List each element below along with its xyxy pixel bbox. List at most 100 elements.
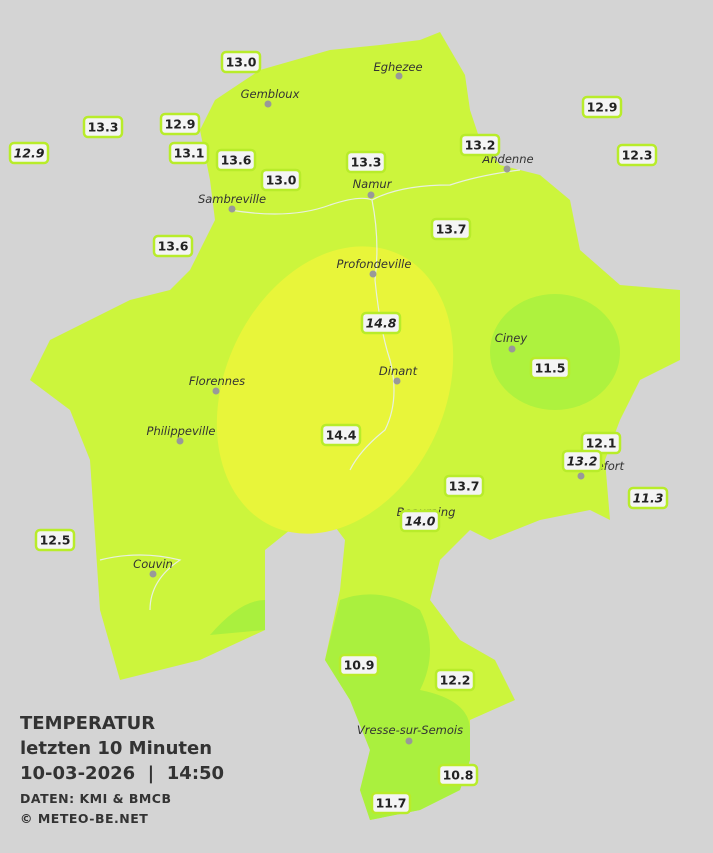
station: 14.8 bbox=[360, 311, 402, 335]
station-box bbox=[220, 50, 262, 74]
station-value: 12.1 bbox=[586, 436, 617, 451]
station: 13.0 bbox=[260, 168, 302, 192]
station: 13.6 bbox=[152, 234, 194, 258]
station: 13.1 bbox=[168, 141, 210, 165]
station-value: 12.9 bbox=[14, 146, 45, 161]
station-value: 13.1 bbox=[174, 146, 205, 161]
town-dot bbox=[367, 191, 375, 199]
station-value: 14.4 bbox=[326, 428, 357, 443]
town-label: Vresse-sur-Semois bbox=[357, 723, 463, 737]
station: 13.7 bbox=[430, 217, 472, 241]
town-dot bbox=[176, 437, 184, 445]
station-box bbox=[430, 217, 472, 241]
title: TEMPERATUR bbox=[20, 713, 155, 734]
station-box bbox=[82, 115, 124, 139]
station-box bbox=[338, 653, 380, 677]
station-box bbox=[529, 356, 571, 380]
station-value: 12.9 bbox=[165, 117, 196, 132]
town-dot bbox=[508, 345, 516, 353]
station: 12.3 bbox=[616, 143, 658, 167]
title-block: TEMPERATUR letzten 10 Minuten 10-03-2026… bbox=[20, 713, 224, 826]
station-value: 14.8 bbox=[366, 316, 397, 331]
station-box bbox=[627, 486, 669, 510]
station-value: 12.5 bbox=[40, 533, 71, 548]
station-box bbox=[345, 150, 387, 174]
station-value: 12.3 bbox=[622, 148, 653, 163]
town-dot bbox=[369, 270, 377, 278]
station-box bbox=[260, 168, 302, 192]
cool-zone bbox=[210, 600, 265, 635]
town-dot bbox=[577, 472, 585, 480]
station-box bbox=[320, 423, 362, 447]
subtitle: letzten 10 Minuten bbox=[20, 738, 212, 759]
station-box bbox=[434, 668, 476, 692]
station: 11.7 bbox=[370, 791, 412, 815]
river bbox=[99, 169, 521, 611]
station-box bbox=[443, 474, 485, 498]
station: 13.2 bbox=[561, 449, 603, 473]
station-box bbox=[34, 528, 76, 552]
town-dot bbox=[212, 387, 220, 395]
station: 10.9 bbox=[338, 653, 380, 677]
station-value: 13.7 bbox=[449, 479, 480, 494]
town-dot bbox=[393, 377, 401, 385]
station: 13.6 bbox=[215, 148, 257, 172]
station-box bbox=[152, 234, 194, 258]
station-value: 13.6 bbox=[221, 153, 252, 168]
station-box bbox=[360, 311, 402, 335]
station-value: 12.2 bbox=[440, 673, 471, 688]
station-box bbox=[168, 141, 210, 165]
source: DATEN: KMI & BMCB bbox=[20, 791, 172, 806]
station-value: 13.7 bbox=[436, 222, 467, 237]
station-box bbox=[159, 112, 201, 136]
station-value: 13.3 bbox=[88, 120, 119, 135]
town-label: Couvin bbox=[133, 557, 173, 571]
station: 14.4 bbox=[320, 423, 362, 447]
station-value: 13.6 bbox=[158, 239, 189, 254]
station-value: 10.8 bbox=[443, 768, 474, 783]
town-label: Sambreville bbox=[198, 192, 266, 206]
town-label: Ciney bbox=[495, 331, 528, 345]
station-box bbox=[437, 763, 479, 787]
station-value: 13.3 bbox=[351, 155, 382, 170]
town-dot bbox=[395, 72, 403, 80]
copyright: © METEO-BE.NET bbox=[20, 811, 148, 826]
station-value: 13.0 bbox=[226, 55, 257, 70]
town-label: Namur bbox=[353, 177, 393, 191]
station-box bbox=[581, 95, 623, 119]
station: 13.3 bbox=[345, 150, 387, 174]
station-box bbox=[459, 133, 501, 157]
station: 13.2 bbox=[459, 133, 501, 157]
station: 10.8 bbox=[437, 763, 479, 787]
station: 12.9 bbox=[581, 95, 623, 119]
station-value: 11.7 bbox=[376, 796, 407, 811]
station: 13.3 bbox=[82, 115, 124, 139]
cool-zone bbox=[490, 294, 620, 410]
station: 12.9 bbox=[159, 112, 201, 136]
town-dot bbox=[503, 165, 511, 173]
town-label: Profondeville bbox=[337, 257, 412, 271]
town-label: Gembloux bbox=[241, 87, 300, 101]
town-dot bbox=[149, 570, 157, 578]
station: 13.0 bbox=[220, 50, 262, 74]
station-value: 12.9 bbox=[587, 100, 618, 115]
town-label: Florennes bbox=[189, 374, 245, 388]
station: 11.5 bbox=[529, 356, 571, 380]
station-value: 13.2 bbox=[567, 454, 598, 469]
town-label: Dinant bbox=[379, 364, 418, 378]
station: 12.1 bbox=[580, 431, 622, 455]
station-box bbox=[215, 148, 257, 172]
station-box bbox=[561, 449, 603, 473]
station: 11.3 bbox=[627, 486, 669, 510]
station-box bbox=[8, 141, 50, 165]
town-dot bbox=[264, 100, 272, 108]
station-value: 13.0 bbox=[266, 173, 297, 188]
station-value: 13.2 bbox=[465, 138, 496, 153]
cool-zone bbox=[325, 594, 470, 820]
town-label: Philippeville bbox=[147, 424, 216, 438]
station-value: 11.3 bbox=[633, 491, 664, 506]
station: 13.7 bbox=[443, 474, 485, 498]
station: 12.2 bbox=[434, 668, 476, 692]
town-label: Eghezee bbox=[373, 60, 422, 74]
